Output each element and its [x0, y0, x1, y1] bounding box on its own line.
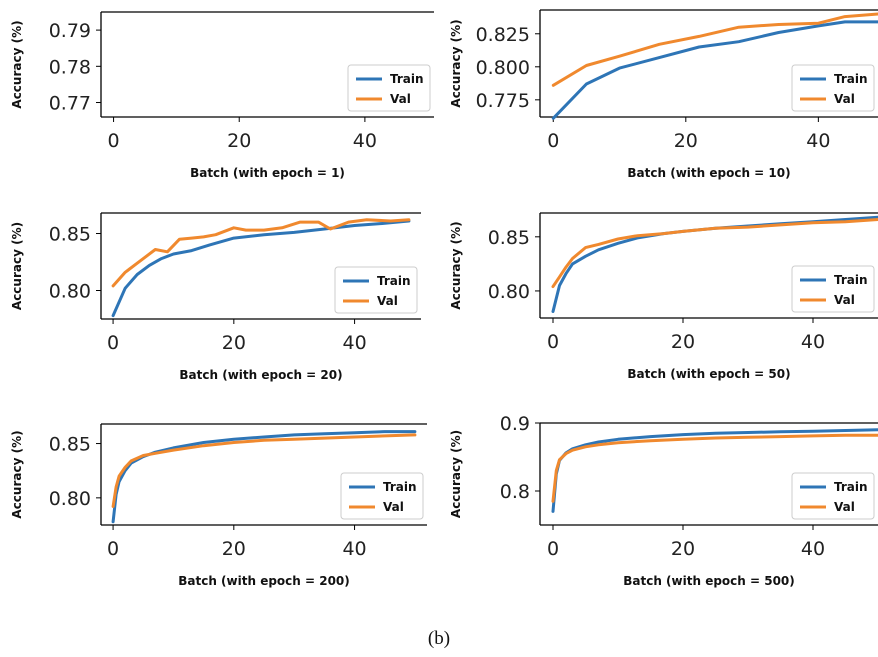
figure-caption: (b) — [427, 628, 451, 649]
figure-grid: 0.77 0.78 0.79 0 20 40 Batch (with epoch = 1) A… — [10, 9, 878, 588]
y-tick-label: 0.80 — [49, 488, 91, 510]
y-axis-label: Accuracy (%) — [449, 430, 463, 518]
y-tick-label: 0.77 — [49, 93, 91, 115]
series-line-val — [551, 433, 878, 503]
series-line-val — [111, 218, 411, 288]
legend-label-val: Val — [834, 92, 855, 106]
x-tick-label: 0 — [547, 130, 559, 152]
y-tick-label: 0.85 — [49, 434, 91, 456]
y-tick-label: 0.8 — [500, 481, 530, 503]
y-axis-label: Accuracy (%) — [449, 19, 463, 107]
x-tick-label: 0 — [547, 538, 559, 560]
chart-panel-4: 0.80 0.85 0 20 40 Batch (with epoch = 50) Accu… — [449, 212, 878, 381]
x-axis-label: Batch (with epoch = 20) — [179, 368, 342, 382]
y-axis-label: Accuracy (%) — [10, 222, 24, 310]
x-tick-label: 0 — [107, 538, 119, 560]
legend-label-train: Train — [390, 72, 424, 86]
x-tick-label: 20 — [227, 130, 251, 152]
series-line-train — [111, 430, 417, 524]
series-line-val — [551, 12, 878, 87]
y-tick-label: 0.85 — [49, 224, 91, 246]
series-line-val — [551, 218, 878, 289]
chart-panel-5: 0.80 0.85 0 20 40 Batch (with epoch = 200) Acc… — [10, 423, 427, 588]
legend-label-val: Val — [377, 294, 398, 308]
series-line-train — [551, 20, 878, 120]
chart-panel-2: 0.775 0.800 0.825 0 20 40 Batch (with epoch = … — [449, 9, 878, 180]
legend-label-train: Train — [834, 273, 868, 287]
x-tick-label: 40 — [806, 130, 830, 152]
x-tick-label: 0 — [547, 331, 559, 353]
series-line-train — [111, 219, 411, 318]
legend-label-train: Train — [383, 480, 417, 494]
x-tick-label: 0 — [107, 332, 119, 354]
x-tick-label: 20 — [674, 130, 698, 152]
x-tick-label: 20 — [222, 332, 246, 354]
y-tick-label: 0.80 — [49, 281, 91, 303]
x-tick-label: 20 — [222, 538, 246, 560]
y-tick-label: 0.79 — [49, 20, 91, 42]
legend-label-val: Val — [383, 500, 404, 514]
y-tick-label: 0.825 — [476, 24, 530, 46]
series-line-val — [111, 433, 417, 508]
chart-panel-6: 0.8 0.9 0 20 40 Batch (with epoch = 500) Accur… — [449, 413, 878, 588]
legend-label-val: Val — [834, 293, 855, 307]
y-tick-label: 0.78 — [49, 56, 91, 78]
legend-label-train: Train — [834, 72, 868, 86]
x-tick-label: 40 — [801, 538, 825, 560]
y-tick-label: 0.9 — [500, 413, 530, 435]
x-tick-label: 40 — [801, 331, 825, 353]
x-axis-label: Batch (with epoch = 500) — [623, 574, 795, 588]
x-tick-label: 0 — [108, 130, 120, 152]
x-tick-label: 20 — [671, 331, 695, 353]
x-axis-label: Batch (with epoch = 50) — [627, 367, 790, 381]
x-axis-label: Batch (with epoch = 10) — [627, 166, 790, 180]
x-tick-label: 40 — [342, 538, 366, 560]
y-tick-label: 0.80 — [488, 281, 530, 303]
x-tick-label: 40 — [353, 130, 377, 152]
x-tick-label: 20 — [671, 538, 695, 560]
y-tick-label: 0.775 — [476, 90, 530, 112]
y-axis-label: Accuracy (%) — [10, 20, 24, 108]
y-tick-label: 0.85 — [488, 227, 530, 249]
legend-label-train: Train — [377, 274, 411, 288]
x-tick-label: 40 — [342, 332, 366, 354]
x-axis-label: Batch (with epoch = 200) — [178, 574, 350, 588]
y-tick-label: 0.800 — [476, 57, 530, 79]
y-axis-label: Accuracy (%) — [449, 221, 463, 309]
legend-label-val: Val — [390, 92, 411, 106]
x-axis-label: Batch (with epoch = 1) — [190, 166, 345, 180]
legend-label-train: Train — [834, 480, 868, 494]
y-axis-label: Accuracy (%) — [10, 430, 24, 518]
legend-label-val: Val — [834, 500, 855, 514]
chart-panel-1: 0.77 0.78 0.79 0 20 40 Batch (with epoch = 1) A… — [10, 11, 434, 180]
